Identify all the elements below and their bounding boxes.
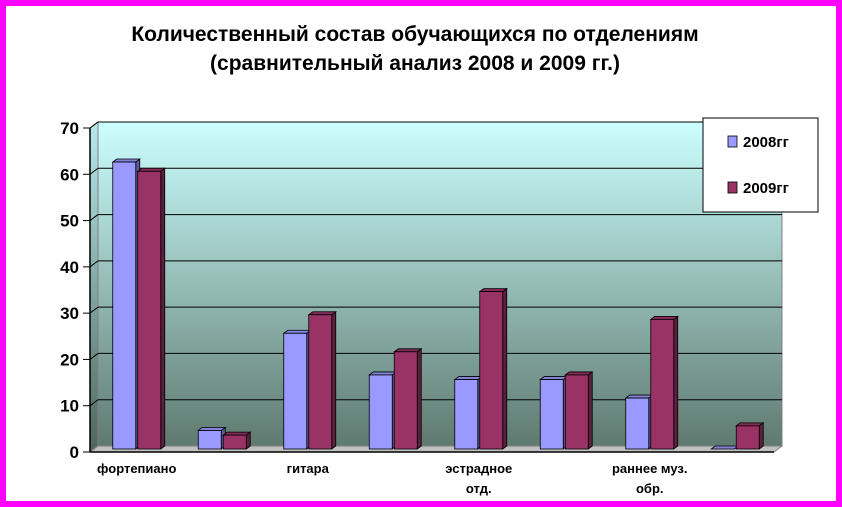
y-tick-label: 70 xyxy=(60,119,79,138)
bar-2009гг xyxy=(735,422,765,450)
bar-2008гг xyxy=(539,375,569,450)
y-tick-label: 50 xyxy=(60,212,79,231)
x-tick-label: отд. xyxy=(466,481,492,496)
bar-2008гг xyxy=(624,394,654,450)
chart-title: Количественный состав обучающихся по отд… xyxy=(0,20,830,78)
bar-2009гг xyxy=(478,287,508,450)
x-tick-label: фортепиано xyxy=(97,461,176,476)
bar-2009гг xyxy=(393,347,423,450)
y-tick-label: 30 xyxy=(60,304,79,323)
y-tick-label: 10 xyxy=(60,397,79,416)
legend xyxy=(702,117,819,213)
bar-2009гг xyxy=(307,310,337,450)
bar-2008гг xyxy=(282,329,312,450)
legend-label: 2009гг xyxy=(743,180,789,197)
y-tick-label: 0 xyxy=(70,443,79,462)
y-tick-label: 20 xyxy=(60,350,79,369)
x-tick-label: гитара xyxy=(287,461,330,476)
x-tick-label: раннее муз. xyxy=(612,461,688,476)
bar-2008гг xyxy=(368,371,398,450)
legend-swatch xyxy=(727,135,738,148)
bar-2009гг xyxy=(136,167,166,450)
y-tick-label: 40 xyxy=(60,258,79,277)
bar-2009гг xyxy=(649,315,679,450)
gridline-side xyxy=(89,399,99,407)
gridline-side xyxy=(89,260,99,268)
gridline-side xyxy=(89,214,99,221)
gridline-side xyxy=(89,306,99,314)
bar-2008гг xyxy=(710,445,740,450)
x-tick-label: эстрадное xyxy=(445,461,512,476)
bar-2008гг xyxy=(111,158,141,450)
floor xyxy=(88,445,784,453)
bar-2009гг xyxy=(564,371,594,450)
bar-2009гг xyxy=(222,431,252,450)
legend-label: 2008гг xyxy=(743,134,789,151)
legend-swatch xyxy=(727,181,738,194)
chart-title-line-2: (сравнительный анализ 2008 и 2009 гг.) xyxy=(210,52,620,75)
plot-area xyxy=(97,121,783,447)
chart-title-line-1: Количественный состав обучающихся по отд… xyxy=(131,23,699,46)
bar-2008гг xyxy=(197,426,227,450)
gridline-side xyxy=(89,167,99,175)
gridline-side xyxy=(89,353,99,360)
gridline-side xyxy=(89,121,99,129)
x-tick-label: обр. xyxy=(636,481,664,496)
bar-2008гг xyxy=(453,375,483,450)
y-tick-label: 60 xyxy=(60,165,79,184)
